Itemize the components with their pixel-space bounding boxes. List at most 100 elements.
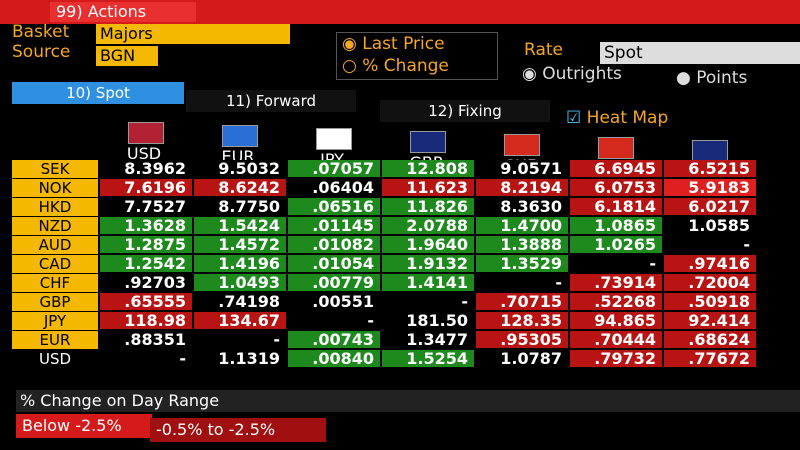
spot-tab[interactable]: 10) Spot [12, 82, 184, 104]
rate-cell: 1.5254 [382, 350, 474, 368]
option-text: Last Price [362, 34, 445, 54]
rate-cell: 94.865 [570, 312, 662, 330]
rate-cell: 1.0585 [664, 217, 756, 235]
rate-cell: .00551 [288, 293, 380, 311]
currency-flag [316, 128, 352, 150]
fixing-tab[interactable]: 12) Fixing [380, 100, 550, 122]
rate-cell: 7.6196 [100, 179, 192, 197]
rate-cell: .52268 [570, 293, 662, 311]
rate-cell: .07057 [288, 160, 380, 178]
source-label: Source [12, 42, 71, 62]
rate-cell: - [194, 331, 286, 349]
rate-cell: 6.5215 [664, 160, 756, 178]
rate-cell: 9.0571 [476, 160, 568, 178]
display-options [336, 32, 498, 80]
rate-cell: .01145 [288, 217, 380, 235]
rate-cell: 1.3529 [476, 255, 568, 273]
rate-dropdown[interactable]: Spot [600, 42, 800, 64]
legend-item: Below -2.5% [16, 414, 152, 438]
rate-cell: .70444 [570, 331, 662, 349]
rate-cell: - [100, 350, 192, 368]
basket-dropdown[interactable]: Majors [96, 24, 290, 44]
rate-cell: - [382, 293, 474, 311]
rate-cell: 8.2194 [476, 179, 568, 197]
currency-flag [598, 137, 634, 159]
legend-item: -0.5% to -2.5% [150, 418, 326, 442]
rate-cell: 1.3888 [476, 236, 568, 254]
rate-cell: 11.826 [382, 198, 474, 216]
rate-cell: 134.67 [194, 312, 286, 330]
rate-cell: 1.2542 [100, 255, 192, 273]
rate-cell: 6.0217 [664, 198, 756, 216]
currency-flag [222, 125, 258, 147]
rate-cell: 12.808 [382, 160, 474, 178]
rate-cell: 118.98 [100, 312, 192, 330]
rate-cell: 8.7750 [194, 198, 286, 216]
rate-cell: 181.50 [382, 312, 474, 330]
rate-label: Rate [524, 40, 563, 60]
rate-cell: .95305 [476, 331, 568, 349]
rate-cell: 9.5032 [194, 160, 286, 178]
rate-cell: 8.3962 [100, 160, 192, 178]
rate-cell: 1.4196 [194, 255, 286, 273]
rate-cell: .00840 [288, 350, 380, 368]
heat-map-toggle[interactable]: ☑ Heat Map [566, 108, 669, 128]
row-header: SEK [12, 160, 98, 179]
row-header: USD [12, 350, 98, 369]
rate-cell: 1.3628 [100, 217, 192, 235]
rate-cell: 8.6242 [194, 179, 286, 197]
option-text: Points [696, 68, 748, 88]
rate-cell: .70715 [476, 293, 568, 311]
currency-flag [410, 131, 446, 153]
forward-tab[interactable]: 11) Forward [186, 90, 356, 112]
rate-cell: 7.7527 [100, 198, 192, 216]
rate-cell: .50918 [664, 293, 756, 311]
rate-cell: 1.0865 [570, 217, 662, 235]
row-header: CHF [12, 274, 98, 293]
rate-cell: .74198 [194, 293, 286, 311]
row-header: NOK [12, 179, 98, 198]
rate-cell: 1.5424 [194, 217, 286, 235]
rate-cell: 8.3630 [476, 198, 568, 216]
rate-cell: 1.2875 [100, 236, 192, 254]
rate-cell: .97416 [664, 255, 756, 273]
rate-cell: .65555 [100, 293, 192, 311]
row-header: AUD [12, 236, 98, 255]
change-option[interactable]: ○ % Change [342, 56, 449, 76]
points-option[interactable]: ● Points [676, 68, 748, 88]
rate-cell: .68624 [664, 331, 756, 349]
source-dropdown[interactable]: BGN [96, 46, 158, 66]
rate-cell: 1.4700 [476, 217, 568, 235]
actions-menu[interactable]: 99) Actions [50, 2, 196, 22]
row-header: EUR [12, 331, 98, 350]
rate-cell: 1.4572 [194, 236, 286, 254]
rate-cell: 1.4141 [382, 274, 474, 292]
rate-cell: 1.9640 [382, 236, 474, 254]
rate-cell: - [570, 255, 662, 273]
rate-cell: - [288, 312, 380, 330]
last-price-option[interactable]: ◉ Last Price [342, 34, 445, 54]
rate-cell: 1.0265 [570, 236, 662, 254]
rate-cell: .92703 [100, 274, 192, 292]
option-text: % Change [362, 56, 449, 76]
rate-cell: .00743 [288, 331, 380, 349]
row-header: NZD [12, 217, 98, 236]
rate-cell: .77672 [664, 350, 756, 368]
rate-cell: 6.6945 [570, 160, 662, 178]
rate-cell: 92.414 [664, 312, 756, 330]
rate-cell: .01082 [288, 236, 380, 254]
column-header: USD [126, 144, 162, 163]
row-header: CAD [12, 255, 98, 274]
outrights-option[interactable]: ◉ Outrights [522, 64, 622, 84]
rate-cell: .06516 [288, 198, 380, 216]
rate-cell: .73914 [570, 274, 662, 292]
heat-map-label: Heat Map [586, 108, 669, 128]
currency-flag [504, 134, 540, 156]
rate-cell: .00779 [288, 274, 380, 292]
row-header: HKD [12, 198, 98, 217]
rate-cell: - [664, 236, 756, 254]
rate-cell: 11.623 [382, 179, 474, 197]
rate-cell: 1.0787 [476, 350, 568, 368]
row-header: GBP [12, 293, 98, 312]
